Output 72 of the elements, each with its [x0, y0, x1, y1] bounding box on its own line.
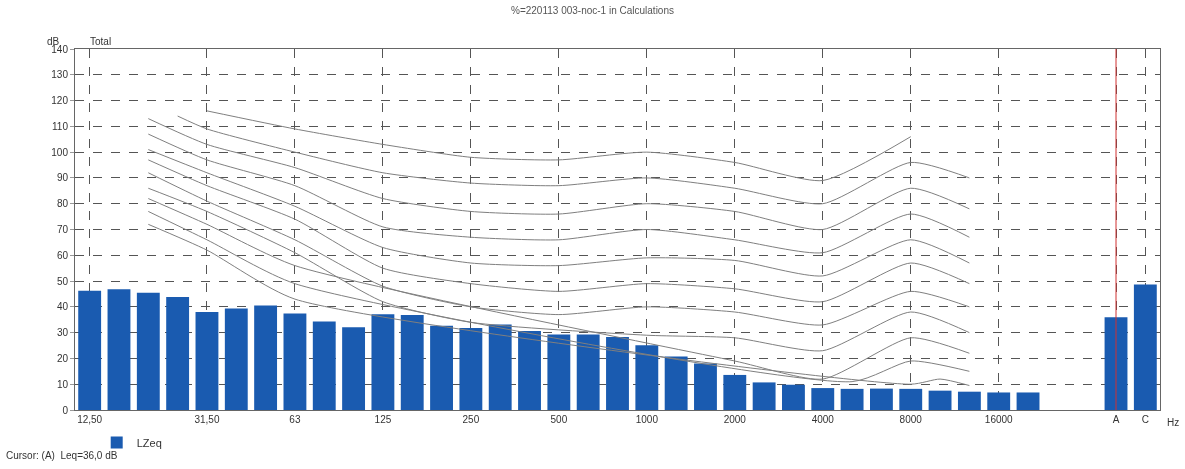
bar	[195, 312, 219, 410]
bar	[166, 297, 190, 410]
bar	[342, 327, 366, 410]
bar	[664, 356, 688, 410]
bar	[254, 305, 278, 410]
x-axis-title: Hz	[1167, 417, 1180, 428]
bar	[518, 331, 541, 410]
y-tick-label: 60	[56, 249, 69, 261]
bar	[283, 313, 307, 410]
x-tick-label: 500	[550, 414, 568, 425]
bar	[928, 390, 952, 410]
y-tick-label: 10	[56, 378, 69, 390]
bar	[224, 308, 248, 410]
bar	[869, 388, 893, 410]
bar	[899, 388, 923, 410]
y-tick-label: 30	[56, 327, 69, 339]
line-series	[177, 115, 970, 205]
y-tick-label: 130	[51, 69, 69, 81]
y-tick-label: 120	[51, 95, 69, 107]
y-tick-label: 90	[56, 172, 69, 184]
bar	[840, 388, 864, 410]
line-series	[147, 159, 970, 303]
y-tick-label: 100	[51, 146, 69, 158]
x-tick-label: 2000	[723, 414, 747, 425]
y-tick-label: 70	[56, 224, 69, 235]
bar	[371, 314, 395, 410]
line-series	[147, 149, 970, 277]
x-tick-label: 8000	[899, 414, 923, 425]
bar	[547, 334, 571, 410]
bar	[430, 325, 453, 410]
bar	[136, 292, 160, 410]
bar	[107, 289, 131, 410]
y-tick-label: 20	[56, 352, 69, 364]
bar	[782, 384, 805, 410]
bar	[459, 328, 483, 410]
y-tick-label: 40	[56, 301, 69, 313]
y-tick-label: 110	[52, 120, 69, 132]
line-series	[147, 133, 970, 254]
x-tick-label: 250	[462, 414, 480, 425]
bar	[1016, 392, 1040, 410]
legend-label: LZeq	[136, 436, 162, 449]
x-tick-label: 1000	[635, 414, 659, 425]
bar	[635, 345, 659, 410]
bar	[400, 315, 424, 410]
bar	[606, 337, 629, 410]
x-tick-label: 63	[289, 414, 301, 425]
x-tick-label: 12,50	[77, 414, 103, 425]
bar	[811, 388, 835, 410]
x-tick-label: 125	[374, 414, 392, 425]
bar	[694, 363, 717, 410]
bar	[957, 391, 981, 410]
bar	[576, 334, 600, 410]
bar	[78, 290, 102, 410]
y-tick-label: 50	[56, 275, 69, 287]
bar	[312, 321, 336, 410]
y-tick-label: 0	[62, 404, 69, 416]
bar	[1133, 284, 1157, 410]
x-tick-label: 31,50	[194, 414, 220, 425]
x-tick-label: C	[1141, 414, 1149, 425]
line-series	[147, 118, 970, 231]
line-series	[206, 110, 912, 182]
x-tick-label: 4000	[811, 414, 835, 425]
text: Total	[90, 36, 112, 47]
bar	[488, 324, 512, 410]
bar	[987, 392, 1011, 410]
x-tick-label: 16000	[984, 414, 1014, 425]
chart-title: %=220113 003-noc-1 in Calculations	[511, 5, 674, 17]
x-tick-label: A	[1112, 414, 1120, 425]
y-tick-label: 80	[56, 198, 69, 210]
bar	[752, 382, 776, 410]
text: Cursor: (A) Leq=36,0 dB	[6, 450, 118, 461]
bar	[723, 374, 747, 410]
